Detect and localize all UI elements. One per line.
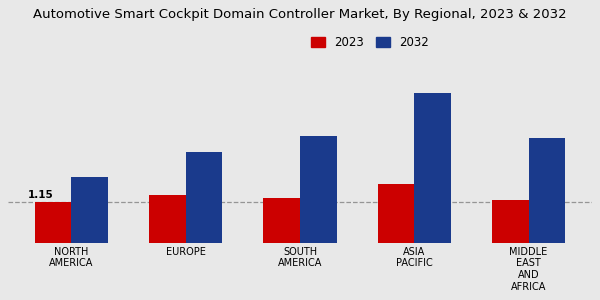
Bar	[186, 152, 222, 243]
Bar	[492, 200, 529, 243]
Legend: 2023, 2032: 2023, 2032	[306, 31, 434, 53]
Bar	[71, 177, 108, 243]
Bar	[529, 138, 565, 243]
Bar	[35, 202, 71, 243]
Bar	[263, 198, 300, 243]
Bar	[414, 93, 451, 243]
Title: Automotive Smart Cockpit Domain Controller Market, By Regional, 2023 & 2032: Automotive Smart Cockpit Domain Controll…	[33, 8, 567, 21]
Text: 1.15: 1.15	[28, 190, 54, 200]
Bar	[300, 136, 337, 243]
Bar	[378, 184, 414, 243]
Bar	[149, 195, 186, 243]
